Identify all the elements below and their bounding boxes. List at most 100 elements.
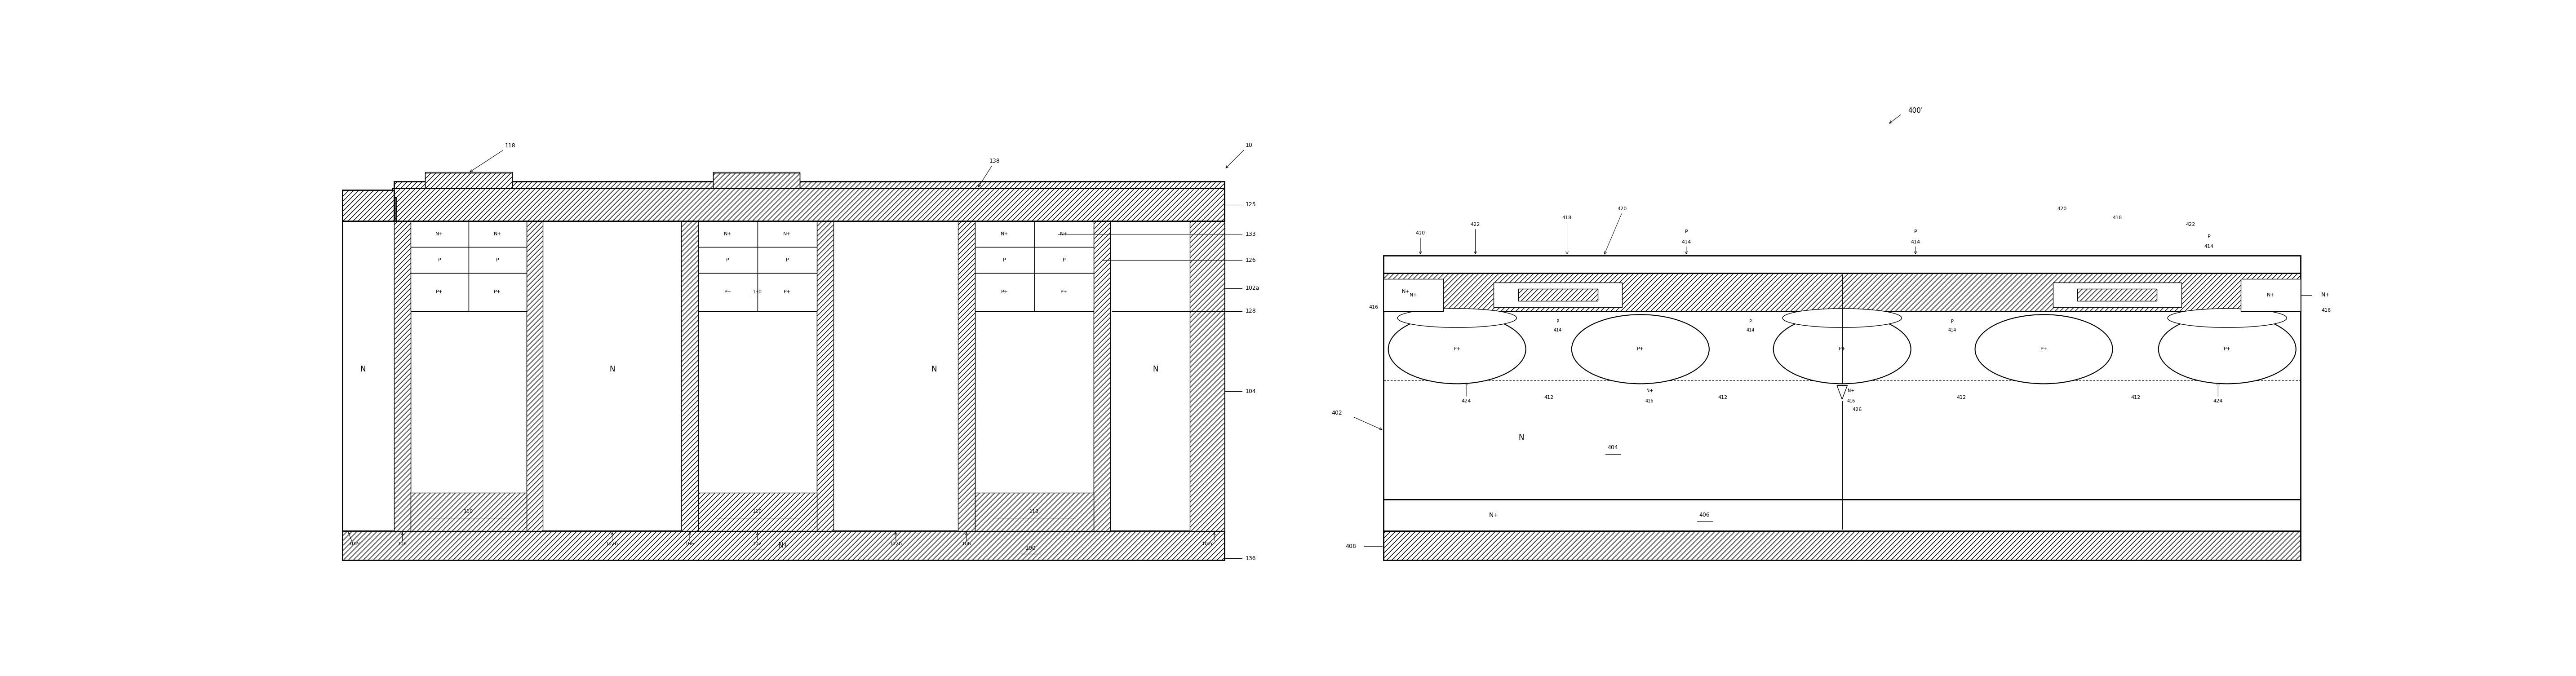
Bar [410,221,526,531]
Text: 102c: 102c [350,541,361,546]
Bar [698,493,817,531]
Text: N: N [1517,433,1525,441]
Text: P: P [497,258,500,262]
Text: 100: 100 [1025,545,1036,551]
Bar [425,173,513,189]
Polygon shape [1837,385,1847,400]
Bar [714,172,801,189]
Bar [1033,247,1095,273]
Text: 412: 412 [1718,395,1728,400]
Text: 128: 128 [1244,308,1257,314]
Text: P+: P+ [783,290,791,294]
Text: N+: N+ [2321,292,2331,298]
Text: 412: 412 [1543,395,1553,400]
Bar [1383,256,2300,273]
Bar [757,247,817,273]
Text: N+: N+ [1059,232,1069,237]
Text: 102b: 102b [889,541,902,546]
Text: 102a: 102a [1244,285,1260,291]
Text: N+: N+ [1489,512,1499,518]
Text: 410: 410 [1417,231,1425,235]
Text: 110: 110 [464,510,474,514]
Text: P+: P+ [1002,290,1007,294]
Text: 420: 420 [1618,207,1628,212]
Bar [757,221,817,247]
Text: 424: 424 [1461,399,1471,404]
Text: 136: 136 [1244,556,1257,561]
Bar [469,221,526,247]
Bar [2076,289,2156,301]
Text: N+: N+ [1409,293,1417,297]
Text: 104: 104 [1244,389,1257,394]
Text: 414: 414 [1682,240,1690,244]
Text: P+: P+ [2040,347,2048,352]
Text: N+: N+ [999,232,1010,237]
Text: 412: 412 [1958,395,1965,400]
Text: P+: P+ [495,290,502,294]
Text: N: N [361,365,366,373]
Bar [974,221,1095,531]
Text: P: P [2208,235,2210,239]
Text: P: P [1685,229,1687,234]
Text: 422: 422 [1471,222,1481,227]
Text: 133: 133 [1244,231,1257,237]
Text: 412: 412 [2130,395,2141,400]
Ellipse shape [2159,314,2295,384]
Text: 424: 424 [2213,399,2223,404]
Bar [974,493,1095,531]
Text: P+: P+ [1061,290,1066,294]
Text: P+: P+ [1839,347,1847,352]
Text: P+: P+ [724,290,732,294]
Text: 414: 414 [1747,328,1754,333]
Text: P: P [1556,319,1558,324]
Bar [2241,279,2300,311]
Text: P: P [438,258,440,262]
Text: 416: 416 [2321,308,2331,313]
Text: P+: P+ [1453,347,1461,352]
Bar [1517,289,1597,301]
Bar [698,273,757,311]
Bar [1383,531,2300,560]
Text: 408: 408 [1345,544,1355,549]
Text: 418: 418 [1561,216,1571,220]
Bar [958,221,974,531]
Bar [1383,279,1443,311]
Bar [1383,500,2300,531]
Bar [1095,221,1110,531]
Text: 404: 404 [1607,445,1618,451]
Ellipse shape [1571,314,1708,384]
Bar [343,190,394,221]
Text: P: P [1002,258,1007,262]
Text: P: P [1061,258,1066,262]
Text: 106: 106 [961,541,971,546]
Text: P+: P+ [435,290,443,294]
Text: N+: N+ [435,232,443,237]
Text: N+: N+ [1401,289,1409,294]
Bar [974,247,1033,273]
Text: 106: 106 [397,541,407,546]
Text: 414: 414 [2205,244,2213,249]
Text: N: N [1151,365,1159,373]
Bar [392,189,1224,221]
Bar [1494,283,1623,308]
Text: 414: 414 [1947,328,1955,333]
Bar [698,247,757,273]
Text: N+: N+ [783,232,791,237]
Bar [1383,273,2300,311]
Bar [974,273,1033,311]
Text: 416: 416 [1847,399,1855,404]
Bar [410,247,469,273]
Bar [425,172,513,189]
Text: 106: 106 [685,541,696,546]
Text: 102: 102 [752,541,762,546]
Bar [2053,283,2182,308]
Text: 426: 426 [1852,408,1862,412]
Ellipse shape [1783,308,1901,328]
Text: 126: 126 [1244,257,1257,263]
Bar [526,221,544,531]
Bar [394,221,410,531]
Bar [974,221,1033,247]
Bar [410,273,469,311]
Bar [1033,273,1095,311]
Text: 110: 110 [752,510,762,514]
